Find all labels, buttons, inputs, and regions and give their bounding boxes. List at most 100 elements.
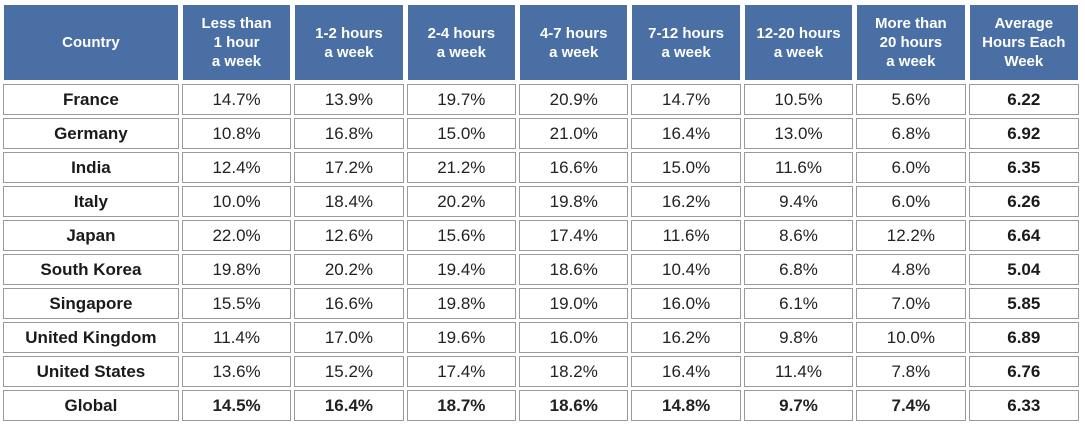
cell-less-than-1-hour: 12.4% xyxy=(181,152,292,183)
cell-country: Global xyxy=(3,390,179,421)
cell-4-7-hours: 18.2% xyxy=(519,356,629,387)
cell-2-4-hours: 15.0% xyxy=(406,118,517,149)
cell-7-12-hours: 16.4% xyxy=(631,118,741,149)
cell-average-hours: 6.92 xyxy=(968,118,1079,149)
cell-4-7-hours: 21.0% xyxy=(519,118,629,149)
cell-4-7-hours: 18.6% xyxy=(519,254,629,285)
cell-12-20-hours: 6.1% xyxy=(743,288,854,319)
cell-12-20-hours: 9.8% xyxy=(743,322,854,353)
cell-7-12-hours: 16.0% xyxy=(631,288,741,319)
cell-7-12-hours: 11.6% xyxy=(631,220,741,251)
cell-average-hours: 6.35 xyxy=(968,152,1079,183)
header-country: Country xyxy=(3,4,179,81)
cell-less-than-1-hour: 11.4% xyxy=(181,322,292,353)
header-line: a week xyxy=(773,43,824,61)
cell-more-than-20-hours: 7.4% xyxy=(856,390,966,421)
header-line: Week xyxy=(1004,53,1044,70)
cell-7-12-hours: 14.8% xyxy=(631,390,741,421)
header-7-12-hours: 7-12 hours a week xyxy=(631,4,741,81)
table-row: United Kingdom 11.4% 17.0% 19.6% 16.0% 16.2% 9… xyxy=(3,322,1079,353)
cell-1-2-hours: 20.2% xyxy=(294,254,404,285)
cell-7-12-hours: 10.4% xyxy=(631,254,741,285)
cell-average-hours: 6.89 xyxy=(968,322,1079,353)
cell-average-hours: 6.64 xyxy=(968,220,1079,251)
header-line: a week xyxy=(211,53,262,70)
header-line: Average xyxy=(994,15,1054,32)
header-line: a week xyxy=(324,43,374,61)
cell-country: Japan xyxy=(3,220,179,251)
cell-less-than-1-hour: 22.0% xyxy=(181,220,292,251)
cell-country: Italy xyxy=(3,186,179,217)
cell-7-12-hours: 16.4% xyxy=(631,356,741,387)
cell-2-4-hours: 19.7% xyxy=(406,84,517,115)
header-line: a week xyxy=(436,43,486,61)
cell-12-20-hours: 6.8% xyxy=(743,254,854,285)
cell-1-2-hours: 17.2% xyxy=(294,152,404,183)
cell-more-than-20-hours: 7.8% xyxy=(856,356,966,387)
header-line: Less than xyxy=(201,15,272,32)
cell-country: France xyxy=(3,84,179,115)
cell-more-than-20-hours: 12.2% xyxy=(856,220,966,251)
table-body: France 14.7% 13.9% 19.7% 20.9% 14.7% 10.5% 5.6%… xyxy=(3,84,1079,421)
cell-country: India xyxy=(3,152,179,183)
table-row: Germany 10.8% 16.8% 15.0% 21.0% 16.4% 13.0% 6.8… xyxy=(3,118,1079,149)
cell-less-than-1-hour: 10.0% xyxy=(181,186,292,217)
cell-12-20-hours: 8.6% xyxy=(743,220,854,251)
cell-12-20-hours: 10.5% xyxy=(743,84,854,115)
header-more-than-20-hours: More than 20 hours a week xyxy=(856,4,966,81)
cell-2-4-hours: 18.7% xyxy=(406,390,517,421)
table-row: Japan 22.0% 12.6% 15.6% 17.4% 11.6% 8.6% 12.2% 6… xyxy=(3,220,1079,251)
cell-average-hours: 6.33 xyxy=(968,390,1079,421)
cell-1-2-hours: 16.6% xyxy=(294,288,404,319)
cell-2-4-hours: 21.2% xyxy=(406,152,517,183)
cell-1-2-hours: 12.6% xyxy=(294,220,404,251)
global-row: Global 14.5% 16.4% 18.7% 18.6% 14.8% 9.7% 7.4% 6… xyxy=(3,390,1079,421)
cell-12-20-hours: 11.4% xyxy=(743,356,854,387)
header-line: a week xyxy=(886,53,936,70)
table-row: Singapore 15.5% 16.6% 19.8% 19.0% 16.0% 6.1% 7.… xyxy=(3,288,1079,319)
header-row: Country Less than 1 hour a week 1-2 hour… xyxy=(3,4,1079,81)
cell-country: Singapore xyxy=(3,288,179,319)
cell-12-20-hours: 9.4% xyxy=(743,186,854,217)
cell-2-4-hours: 20.2% xyxy=(406,186,517,217)
table-row: South Korea 19.8% 20.2% 19.4% 18.6% 10.4% 6.8%… xyxy=(3,254,1079,285)
cell-country: United States xyxy=(3,356,179,387)
cell-4-7-hours: 17.4% xyxy=(519,220,629,251)
cell-country: South Korea xyxy=(3,254,179,285)
cell-less-than-1-hour: 10.8% xyxy=(181,118,292,149)
cell-2-4-hours: 19.8% xyxy=(406,288,517,319)
cell-1-2-hours: 17.0% xyxy=(294,322,404,353)
cell-more-than-20-hours: 7.0% xyxy=(856,288,966,319)
cell-7-12-hours: 16.2% xyxy=(631,322,741,353)
header-line: 1-2 hours xyxy=(315,24,383,42)
cell-less-than-1-hour: 15.5% xyxy=(181,288,292,319)
cell-less-than-1-hour: 14.5% xyxy=(181,390,292,421)
table-container: Country Less than 1 hour a week 1-2 hour… xyxy=(3,4,1079,421)
table-row: India 12.4% 17.2% 21.2% 16.6% 15.0% 11.6% 6.0% 6… xyxy=(3,152,1079,183)
header-line: More than xyxy=(875,15,947,32)
table-row: United States 13.6% 15.2% 17.4% 18.2% 16.4% 11… xyxy=(3,356,1079,387)
cell-12-20-hours: 9.7% xyxy=(743,390,854,421)
cell-4-7-hours: 20.9% xyxy=(519,84,629,115)
header-line: Hours Each xyxy=(982,34,1066,51)
cell-less-than-1-hour: 14.7% xyxy=(181,84,292,115)
cell-more-than-20-hours: 6.0% xyxy=(856,152,966,183)
cell-12-20-hours: 13.0% xyxy=(743,118,854,149)
cell-2-4-hours: 19.4% xyxy=(406,254,517,285)
cell-more-than-20-hours: 5.6% xyxy=(856,84,966,115)
cell-1-2-hours: 18.4% xyxy=(294,186,404,217)
cell-12-20-hours: 11.6% xyxy=(743,152,854,183)
cell-average-hours: 6.76 xyxy=(968,356,1079,387)
cell-less-than-1-hour: 13.6% xyxy=(181,356,292,387)
header-line: 12-20 hours xyxy=(756,24,841,42)
header-line: 2-4 hours xyxy=(427,24,496,42)
cell-4-7-hours: 16.0% xyxy=(519,322,629,353)
header-less-than-1-hour: Less than 1 hour a week xyxy=(181,4,292,81)
cell-more-than-20-hours: 10.0% xyxy=(856,322,966,353)
cell-more-than-20-hours: 4.8% xyxy=(856,254,966,285)
header-average-hours: Average Hours Each Week xyxy=(968,4,1079,81)
header-12-20-hours: 12-20 hours a week xyxy=(743,4,854,81)
cell-country: Germany xyxy=(3,118,179,149)
header-line: a week xyxy=(661,43,711,61)
